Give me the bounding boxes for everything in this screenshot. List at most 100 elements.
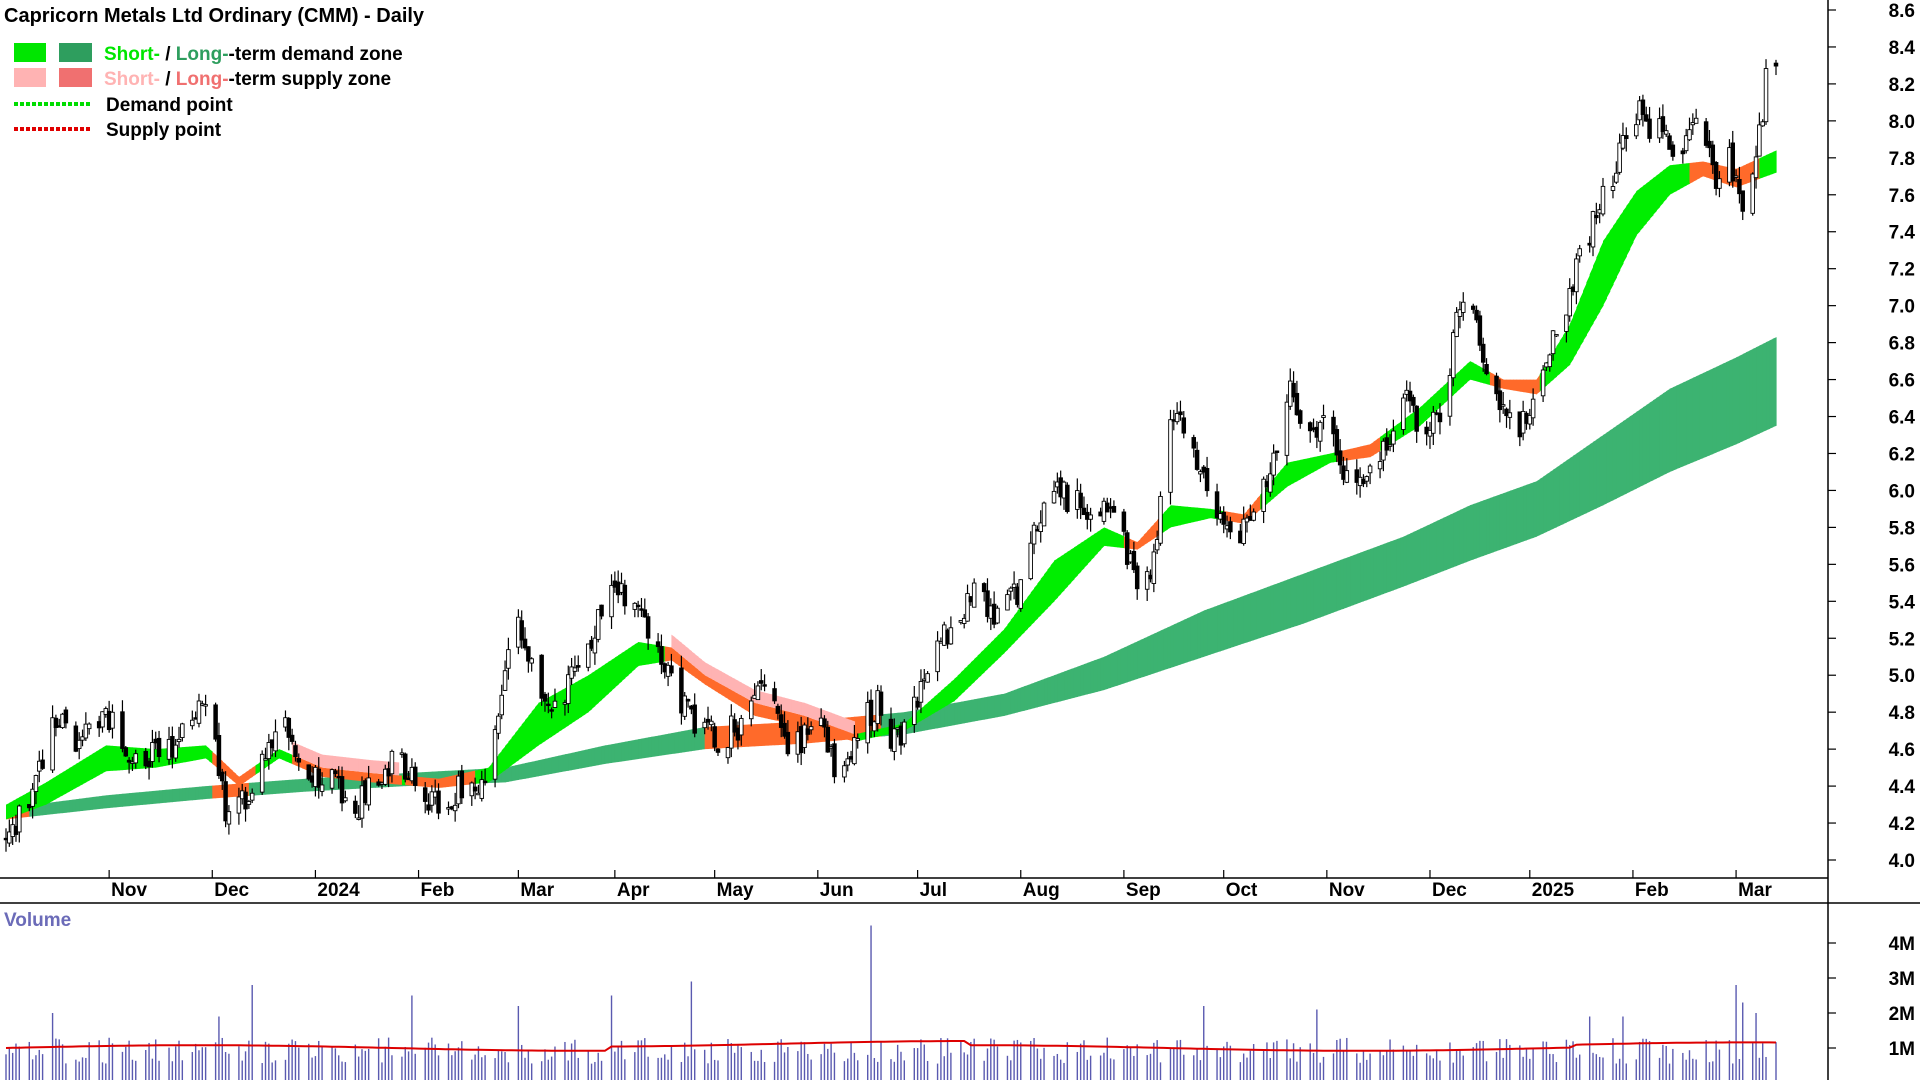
short-term-zone-segment — [1616, 216, 1621, 278]
short-term-zone-segment — [9, 800, 14, 819]
short-term-zone-segment — [1230, 512, 1235, 523]
long-term-zone-segment — [744, 724, 749, 747]
candle-body — [436, 790, 441, 814]
legend-label-part: / — [160, 69, 176, 90]
short-term-zone-segment — [1180, 506, 1185, 526]
candle-body — [1081, 507, 1087, 516]
candle — [1773, 59, 1779, 76]
candle-body — [775, 705, 781, 714]
candle — [1198, 469, 1203, 483]
short-term-supply-shade — [305, 747, 310, 762]
short-term-zone-segment — [1642, 183, 1647, 228]
candle-body — [1005, 594, 1010, 611]
short-term-zone-segment — [501, 746, 506, 773]
short-term-supply-shade — [708, 664, 712, 679]
long-term-zone-segment — [754, 724, 759, 747]
candle-body — [1241, 518, 1246, 545]
long-term-zone-segment — [1057, 672, 1062, 703]
short-term-zone-segment — [761, 704, 766, 719]
long-term-zone-segment — [1110, 652, 1115, 688]
candle — [1680, 147, 1686, 164]
y-tick-label: 4.8 — [1889, 703, 1915, 724]
candle — [80, 729, 85, 747]
long-term-zone-segment — [1346, 556, 1351, 608]
candle — [642, 598, 648, 618]
candle-body — [1713, 162, 1719, 189]
long-term-zone-segment — [1246, 593, 1251, 643]
y-tick-label: 5.0 — [1889, 666, 1915, 687]
candle-body — [1038, 522, 1043, 532]
short-term-zone-segment — [1187, 506, 1192, 524]
long-term-zone-segment — [282, 780, 287, 794]
long-term-zone-segment — [1300, 573, 1305, 625]
long-term-zone-segment — [1004, 692, 1009, 716]
candle-body — [1377, 461, 1383, 470]
candle — [243, 786, 248, 822]
short-term-supply-shade — [368, 759, 373, 774]
short-term-zone-segment — [232, 770, 237, 784]
long-term-zone-segment — [1370, 547, 1375, 599]
candle — [1151, 543, 1157, 593]
long-term-zone-segment — [1666, 388, 1671, 474]
long-term-zone-segment — [661, 734, 666, 756]
long-term-zone-segment — [135, 792, 140, 806]
long-term-zone-segment — [604, 744, 609, 764]
short-term-zone-segment — [535, 702, 539, 748]
candle-body — [133, 753, 139, 764]
candle — [1554, 334, 1559, 337]
candle — [1461, 292, 1466, 321]
long-term-zone-segment — [674, 731, 679, 754]
short-term-zone-segment — [1629, 196, 1634, 250]
short-term-zone-segment — [185, 746, 190, 763]
candle-body — [755, 685, 761, 701]
short-term-zone-segment — [990, 639, 995, 666]
candle-body — [1643, 114, 1649, 122]
candle-body — [592, 637, 598, 654]
short-term-zone-segment — [628, 646, 633, 676]
long-term-zone-segment — [1476, 501, 1481, 559]
short-term-supply-shade — [681, 642, 686, 659]
short-term-zone-segment — [984, 645, 989, 673]
long-term-zone-segment — [182, 787, 187, 802]
candle-body — [1367, 465, 1373, 474]
long-term-zone-segment — [1436, 519, 1441, 574]
long-term-zone-segment — [228, 784, 233, 798]
x-tick-label: Sep — [1126, 880, 1161, 901]
candle — [1480, 337, 1486, 372]
short-term-zone-segment — [348, 770, 353, 781]
short-term-zone-segment — [940, 687, 945, 709]
candle-body — [1687, 129, 1692, 141]
candle — [542, 691, 548, 712]
long-term-zone-segment — [505, 766, 509, 783]
long-term-zone-segment — [764, 723, 769, 746]
short-term-zone-segment — [85, 755, 90, 783]
short-term-zone-segment — [974, 655, 979, 682]
long-term-zone-segment — [1386, 541, 1391, 593]
long-term-zone-segment — [1027, 683, 1032, 710]
candle-body — [1750, 173, 1755, 214]
candle-body — [705, 718, 711, 723]
candle-body — [1297, 410, 1303, 424]
long-term-zone-segment — [1233, 598, 1238, 647]
short-term-zone-segment — [1366, 444, 1371, 458]
short-term-zone-segment — [1443, 382, 1448, 405]
y-axis: 8.6 8.4 8.2 8.0 7.8 7.6 7.4 7.2 7.0 6.8 6.6 6.4 6.2 6… — [1828, 1, 1915, 872]
candle — [1367, 463, 1373, 485]
short-term-zone-segment — [505, 741, 509, 771]
candle-body — [150, 742, 155, 762]
y-tick-label: 4.4 — [1889, 777, 1916, 798]
long-term-zone-segment — [109, 794, 114, 808]
long-term-zone-segment — [598, 746, 603, 766]
candle — [805, 717, 811, 741]
short-term-supply-shade — [724, 673, 729, 689]
volume-label: Volume — [4, 910, 71, 931]
long-term-zone-segment — [668, 733, 673, 755]
long-term-zone-segment — [1443, 516, 1448, 571]
short-term-zone-segment — [488, 763, 493, 783]
candle — [1078, 483, 1083, 520]
short-term-zone-segment — [1024, 597, 1029, 633]
short-term-zone-segment — [1679, 163, 1684, 190]
short-term-zone-segment — [548, 695, 553, 739]
candle — [1018, 579, 1024, 612]
short-term-zone-segment — [831, 725, 836, 736]
